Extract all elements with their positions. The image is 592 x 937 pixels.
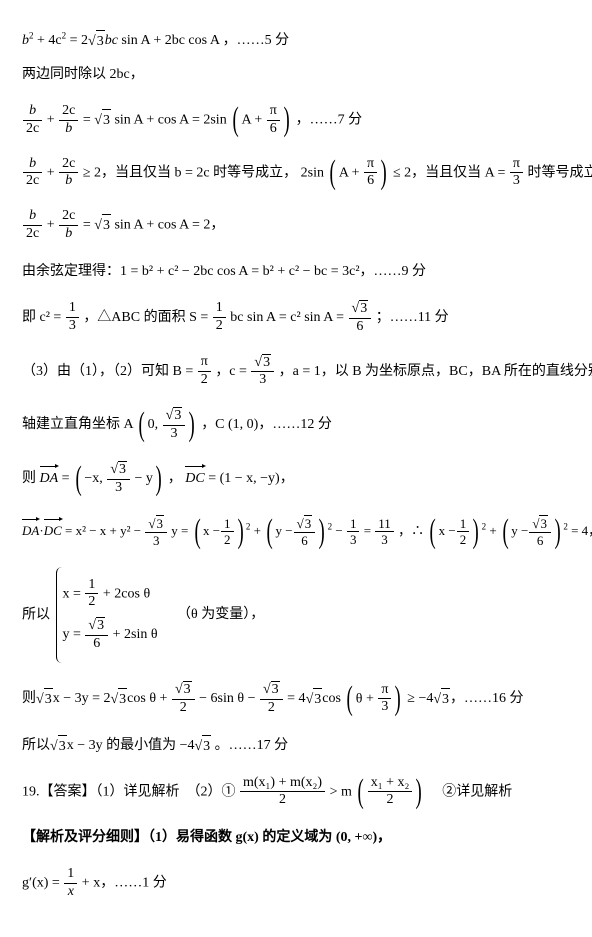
eq-line-13: 则3x − 3y = 23cos θ + 32 − 6sin θ − 32 = … bbox=[22, 681, 570, 717]
eq-line-11: DA·DC = x² − x + y² − 33 y = (x −12)2 + … bbox=[22, 515, 570, 549]
eq-line-1: b2 + 4c2 = 23bc sin A + 2bc cos A ，……5 分 bbox=[22, 30, 570, 52]
eq-line-15: 19.【答案】（1）详见解析 （2）① m(x₁) + m(x₂)2 > m (… bbox=[22, 775, 570, 810]
eq-line-4: b2c + 2cb ≥ 2，当且仅当 b = 2c 时等号成立， 2sin (A… bbox=[22, 156, 570, 191]
eq-line-7: 即 c² = 13 ，△ABC 的面积 S = 12 bc sin A = c²… bbox=[22, 300, 570, 336]
eq-line-12: 所以 x = 12 + 2cos θ y = 36 + 2sin θ （θ 为变… bbox=[22, 567, 570, 663]
eq-line-10: 则 DA = (−x, 33 − y) ， DC = (1 − x, −y)， bbox=[22, 461, 570, 497]
eq-line-5: b2c + 2cb = 3 sin A + cos A = 2， bbox=[22, 208, 570, 243]
eq-line-8: （3）由（1），（2）可知 B = π2 ，c = 33 ，a = 1，以 B … bbox=[22, 354, 570, 390]
text-line-16: 【解析及评分细则】（1）易得函数 g(x) 的定义域为 (0, +∞)， bbox=[22, 827, 570, 848]
eq-line-14: 所以3x − 3y 的最小值为 −43 。……17 分 bbox=[22, 735, 570, 757]
eq-line-6: 由余弦定理得：1 = b² + c² − 2bc cos A = b² + c²… bbox=[22, 261, 570, 282]
eq-line-3: b2c + 2cb = 3 sin A + cos A = 2sin (A + … bbox=[22, 103, 570, 138]
eq-line-17: g′(x) = 1x + x，……1 分 bbox=[22, 866, 570, 901]
text-line-2: 两边同时除以 2bc， bbox=[22, 64, 570, 85]
eq-line-9: 轴建立直角坐标 A (0, 33) ，C (1, 0)，……12 分 bbox=[22, 407, 570, 443]
